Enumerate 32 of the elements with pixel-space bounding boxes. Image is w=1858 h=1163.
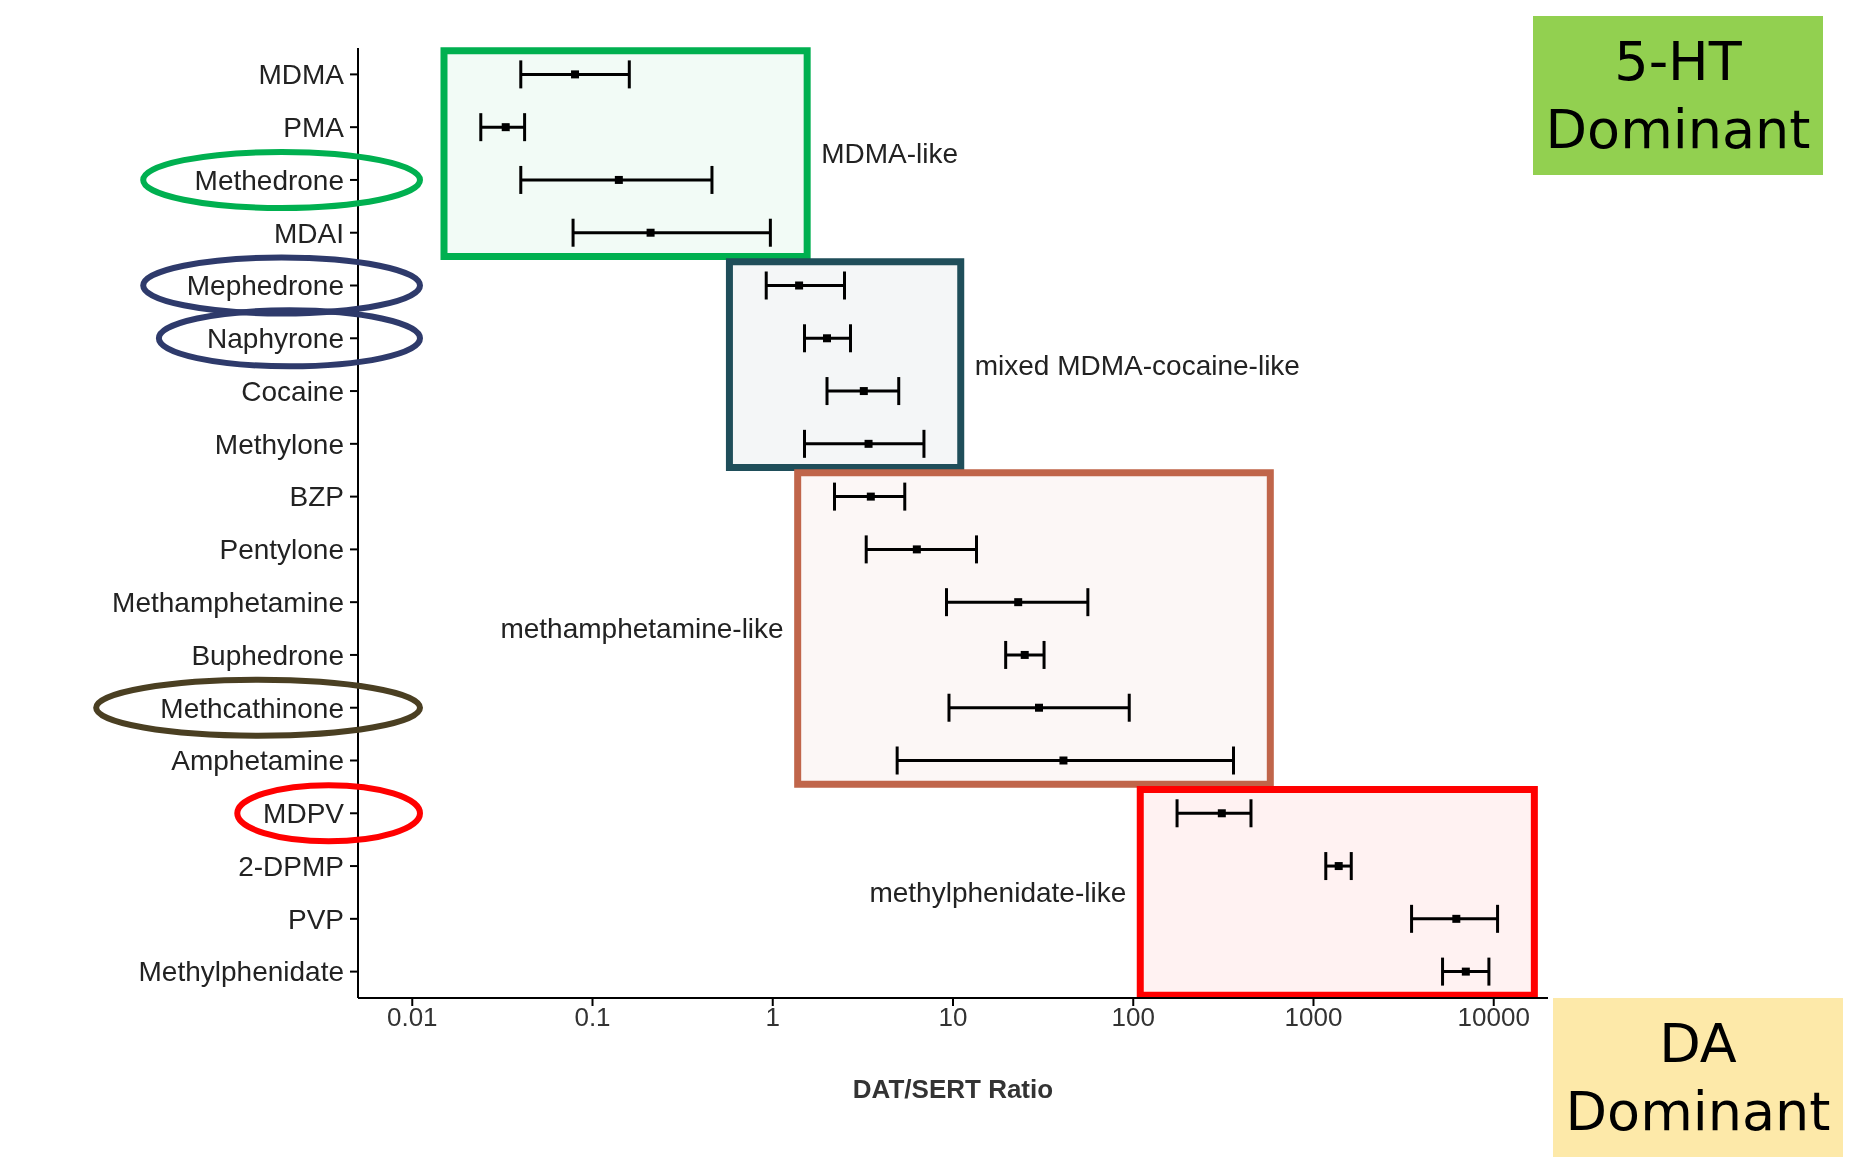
x-tick-label: 0.1 <box>574 1002 611 1033</box>
y-tick-label: MDPV <box>263 798 345 830</box>
y-tick-label: PMA <box>283 111 345 143</box>
y-tick-label: BZP <box>289 481 344 513</box>
band-label: methylphenidate-like <box>869 877 1127 909</box>
y-tick-label: Naphyrone <box>207 323 344 355</box>
annotation: 5-HT Dominant <box>1533 16 1823 175</box>
x-tick-label: 0.01 <box>386 1002 438 1033</box>
y-tick-label: Methylone <box>214 428 344 460</box>
y-tick-label: Buphedrone <box>191 639 344 671</box>
y-tick-label: Cocaine <box>241 375 344 407</box>
y-tick-label: Mephedrone <box>186 270 344 302</box>
y-tick-label: MDAI <box>274 217 344 249</box>
x-tick-label: 10 <box>938 1002 968 1033</box>
x-tick-label: 100 <box>1111 1002 1155 1033</box>
x-tick-label: 10000 <box>1457 1002 1530 1033</box>
y-tick-label: 2-DPMP <box>238 850 344 882</box>
band-label: mixed MDMA-cocaine-like <box>974 349 1300 381</box>
x-axis-title: DAT/SERT Ratio <box>852 1074 1054 1104</box>
x-tick-label: 1000 <box>1284 1002 1343 1033</box>
y-tick-label: Methamphetamine <box>112 586 344 618</box>
y-tick-label: Methcathinone <box>160 692 344 724</box>
y-tick-label: MDMA <box>258 59 345 91</box>
y-tick-label: Pentylone <box>219 534 344 566</box>
text: DA Dominant <box>1553 998 1843 1157</box>
y-tick-label: Amphetamine <box>171 745 344 777</box>
y-tick-label: Methedrone <box>194 164 344 196</box>
y-tick-label: Methylphenidate <box>138 956 344 988</box>
band-label: MDMA-like <box>821 138 959 170</box>
band-label: methamphetamine-like <box>500 613 784 645</box>
y-tick-label: PVP <box>287 903 344 935</box>
x-tick-label: 1 <box>765 1002 780 1033</box>
